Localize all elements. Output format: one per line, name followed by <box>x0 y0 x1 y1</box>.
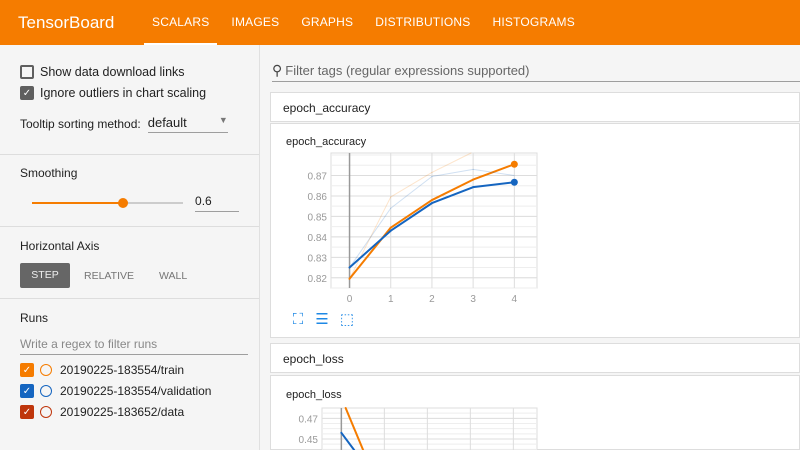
run-name: 20190225-183652/data <box>60 405 185 419</box>
app-title: TensorBoard <box>18 12 115 32</box>
axis-step-button[interactable]: STEP <box>20 263 70 288</box>
tab-histograms[interactable]: HISTOGRAMS <box>492 15 575 29</box>
tab-distributions[interactable]: DISTRIBUTIONS <box>375 15 471 29</box>
top-bar: TensorBoard SCALARS IMAGES GRAPHS DISTRI… <box>0 0 800 45</box>
runs-filter-input[interactable]: Write a regex to filter runs <box>20 337 248 355</box>
show-download-links-label: Show data download links <box>40 65 185 79</box>
run-checkbox-icon[interactable]: ✓ <box>20 363 34 377</box>
tooltip-sorting-label: Tooltip sorting method: <box>20 117 141 131</box>
axis-relative-button[interactable]: RELATIVE <box>84 269 134 282</box>
run-item[interactable]: ✓ 20190225-183554/train <box>20 363 239 377</box>
sidebar: Show data download links ✓ Ignore outlie… <box>0 45 260 450</box>
group-name: epoch_loss <box>283 352 344 366</box>
main-panel: ⚲ Filter tags (regular expressions suppo… <box>260 45 800 450</box>
dropdown-arrow-icon: ▼ <box>218 115 228 125</box>
checkmark-icon[interactable]: ✓ <box>20 86 34 100</box>
run-color-circle-icon[interactable] <box>40 406 52 418</box>
smoothing-slider[interactable] <box>32 197 184 209</box>
tooltip-sorting-dropdown[interactable]: default ▼ <box>147 115 228 133</box>
smoothing-label: Smoothing <box>20 166 78 180</box>
run-color-circle-icon[interactable] <box>40 385 52 397</box>
run-name: 20190225-183554/validation <box>60 384 212 398</box>
checkbox-icon[interactable] <box>20 65 34 79</box>
ignore-outliers-checkbox[interactable]: ✓ Ignore outliers in chart scaling <box>20 86 239 100</box>
tooltip-sorting-value: default <box>147 115 187 130</box>
run-item[interactable]: ✓ 20190225-183554/validation <box>20 384 239 398</box>
group-name: epoch_accuracy <box>283 101 371 115</box>
chart-card-accuracy <box>270 123 800 338</box>
run-checkbox-icon[interactable]: ✓ <box>20 405 34 419</box>
ignore-outliers-label: Ignore outliers in chart scaling <box>40 86 207 100</box>
tab-images[interactable]: IMAGES <box>231 15 280 29</box>
tag-filter-input[interactable]: ⚲ Filter tags (regular expressions suppo… <box>272 60 800 82</box>
tag-filter-placeholder: Filter tags (regular expressions support… <box>285 63 530 78</box>
smoothing-input[interactable]: 0.6 <box>195 194 239 212</box>
axis-wall-button[interactable]: WALL <box>159 269 188 282</box>
run-item[interactable]: ✓ 20190225-183652/data <box>20 405 239 419</box>
chart-card-loss <box>270 375 800 450</box>
run-color-circle-icon[interactable] <box>40 364 52 376</box>
search-icon: ⚲ <box>272 62 283 78</box>
group-header-epoch-loss[interactable]: epoch_loss <box>270 343 800 373</box>
tab-graphs[interactable]: GRAPHS <box>301 15 354 29</box>
run-checkbox-icon[interactable]: ✓ <box>20 384 34 398</box>
slider-handle[interactable] <box>117 198 128 208</box>
tab-scalars[interactable]: SCALARS <box>143 0 218 45</box>
run-name: 20190225-183554/train <box>60 363 185 377</box>
group-header-epoch-accuracy[interactable]: epoch_accuracy <box>270 92 800 122</box>
runs-label: Runs <box>20 311 49 325</box>
horizontal-axis-label: Horizontal Axis <box>20 239 100 253</box>
show-download-links-checkbox[interactable]: Show data download links <box>20 65 239 79</box>
